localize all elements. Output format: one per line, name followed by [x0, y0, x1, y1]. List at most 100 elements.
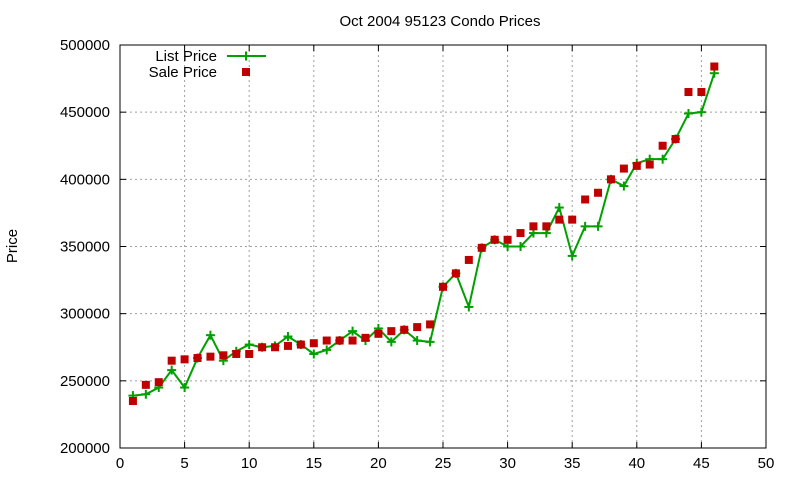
- sale-price-point: [464, 255, 473, 264]
- x-tick-label: 30: [499, 455, 516, 472]
- sale-price-point: [684, 88, 693, 97]
- sale-price-point: [206, 352, 215, 361]
- sale-price-point: [348, 336, 357, 345]
- series-layer: [128, 62, 719, 405]
- sale-price-point: [128, 396, 137, 405]
- x-tick-label: 20: [370, 455, 387, 472]
- grid: [120, 45, 766, 448]
- legend-swatch-sale-price: [242, 68, 250, 76]
- list-price-point: [696, 107, 706, 117]
- x-tick-label: 40: [628, 455, 645, 472]
- list-price-point: [658, 154, 668, 164]
- sale-price-point: [542, 222, 551, 231]
- sale-price-point: [451, 269, 460, 278]
- list-price-point: [283, 332, 293, 342]
- sale-price-point: [581, 195, 590, 204]
- chart-title: Oct 2004 95123 Condo Prices: [340, 13, 541, 30]
- sale-price-point: [335, 336, 344, 345]
- sale-price-point: [439, 282, 447, 291]
- y-axis-label: Price: [4, 229, 21, 263]
- y-tick-label: 400000: [60, 171, 110, 188]
- sale-price-point: [490, 235, 499, 244]
- list-price-line: [132, 72, 716, 397]
- list-price-point: [309, 349, 319, 359]
- sale-price-point: [309, 339, 318, 348]
- sale-price-point: [477, 243, 486, 252]
- x-tick-label: 10: [241, 455, 258, 472]
- sale-price-point: [555, 215, 564, 224]
- sale-price-point: [154, 378, 163, 387]
- list-price-point: [180, 383, 190, 393]
- list-price-point: [464, 302, 474, 312]
- x-tick-label: 50: [758, 455, 775, 472]
- sale-price-point: [594, 188, 603, 197]
- x-tick-label: 5: [180, 455, 188, 472]
- y-tick-label: 350000: [60, 239, 110, 256]
- sale-price-point: [296, 340, 305, 349]
- sale-price-point: [374, 329, 383, 338]
- list-price-point: [141, 389, 151, 399]
- x-tick-label: 35: [564, 455, 581, 472]
- x-tick-label: 45: [693, 455, 710, 472]
- sale-price-point: [387, 327, 396, 336]
- x-tick-label: 15: [305, 455, 322, 472]
- list-price-point: [386, 337, 396, 347]
- sale-price-point: [671, 135, 680, 144]
- list-price-point: [425, 337, 435, 347]
- list-price-point: [567, 251, 577, 261]
- sale-price-point: [645, 160, 654, 169]
- sale-price-point: [258, 343, 267, 352]
- sale-price-point: [413, 323, 422, 332]
- sale-price-point: [400, 325, 409, 334]
- legend: List Price Sale Price: [149, 48, 266, 81]
- sale-price-point: [167, 356, 176, 365]
- sale-price-point: [283, 341, 292, 350]
- y-tick-label: 200000: [60, 440, 110, 457]
- sale-price-point: [710, 62, 719, 71]
- legend-label-list-price: List Price: [155, 48, 217, 65]
- series-list-price: [128, 68, 719, 401]
- sale-price-point: [619, 164, 628, 173]
- legend-swatch-list-price-marker: [241, 51, 251, 61]
- y-tick-label: 450000: [60, 104, 110, 121]
- list-price-point: [554, 203, 564, 213]
- sale-price-point: [568, 215, 577, 224]
- x-tick-label: 25: [435, 455, 452, 472]
- y-tick-label: 500000: [60, 37, 110, 54]
- legend-label-sale-price: Sale Price: [149, 64, 217, 81]
- x-axis: 0 5 10 15 20 25 30 35 40 45 50: [116, 45, 775, 472]
- list-price-point: [516, 242, 526, 251]
- y-tick-label: 250000: [60, 373, 110, 390]
- sale-price-point: [529, 222, 538, 231]
- y-axis: 200000 250000 300000 350000 400000 450000 5000…: [60, 37, 766, 457]
- list-price-point: [167, 365, 177, 375]
- sale-price-point: [361, 333, 370, 342]
- list-price-point: [683, 109, 693, 119]
- list-price-point: [205, 330, 215, 340]
- sale-price-point: [632, 161, 641, 170]
- sale-price-point: [606, 175, 615, 184]
- list-price-point: [412, 336, 422, 346]
- sale-price-point: [322, 336, 331, 345]
- x-tick-label: 0: [116, 455, 124, 472]
- list-price-point: [348, 326, 358, 336]
- sale-price-point: [141, 380, 150, 389]
- list-price-point: [619, 181, 629, 191]
- sale-price-point: [658, 141, 667, 150]
- list-price-point: [593, 221, 603, 231]
- sale-price-point: [193, 353, 202, 362]
- sale-price-point: [516, 229, 525, 238]
- series-sale-price: [128, 62, 719, 405]
- list-price-point: [244, 340, 254, 350]
- y-tick-label: 300000: [60, 306, 110, 323]
- sale-price-point: [219, 351, 228, 360]
- sale-price-point: [180, 355, 189, 364]
- sale-price-point: [232, 349, 241, 358]
- list-price-point: [580, 221, 590, 231]
- sale-price-point: [503, 235, 512, 244]
- sale-price-point: [426, 320, 435, 329]
- legend-swatches: [227, 51, 266, 76]
- sale-price-point: [271, 343, 280, 352]
- sale-price-point: [245, 349, 254, 358]
